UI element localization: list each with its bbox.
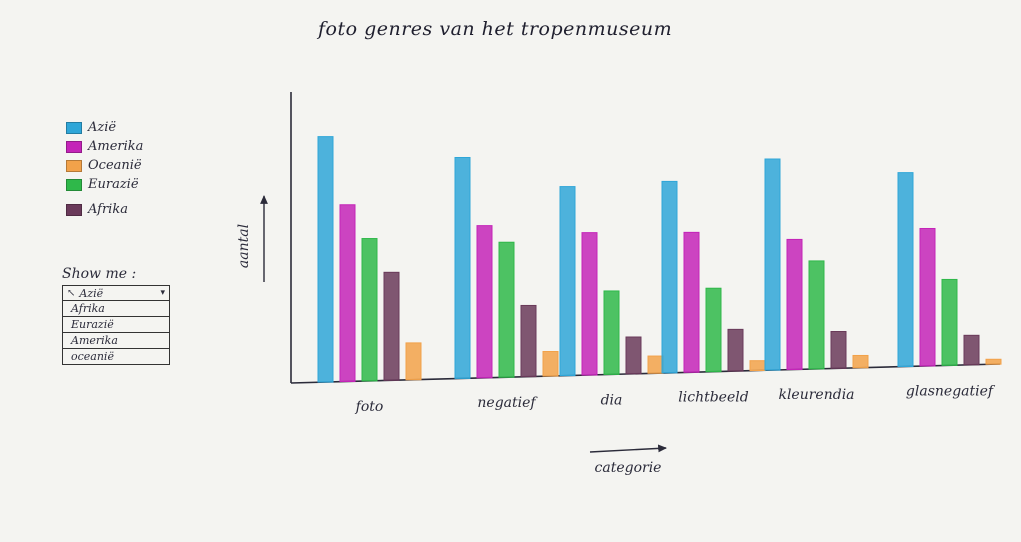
cursor-icon: ↖ bbox=[67, 287, 76, 299]
legend-swatch bbox=[66, 159, 82, 172]
bar-glasnegatief-Afrika bbox=[963, 334, 980, 366]
chart-title: foto genres van het tropenmuseum bbox=[318, 18, 673, 40]
category-label: lichtbeeld bbox=[678, 390, 748, 406]
legend-label: Eurazië bbox=[88, 177, 139, 192]
bar-kleurendia-Oceanië bbox=[852, 354, 869, 369]
bar-glasnegatief-Eurazië bbox=[941, 278, 958, 366]
legend-item-afrika: Afrika bbox=[66, 202, 143, 217]
legend-item-eurazie: Eurazië bbox=[66, 177, 143, 192]
bar-kleurendia-Azië bbox=[764, 158, 781, 371]
bars-group bbox=[317, 136, 1002, 383]
x-axis-arrow bbox=[589, 444, 667, 453]
bar-foto-Afrika bbox=[383, 271, 400, 381]
chevron-down-icon[interactable]: ▾ bbox=[160, 288, 165, 298]
y-axis-label: aantal bbox=[236, 224, 252, 268]
bar-glasnegatief-Oceanië bbox=[985, 358, 1002, 365]
bar-glasnegatief-Azië bbox=[897, 172, 914, 368]
bar-lichtbeeld-Amerika bbox=[683, 231, 700, 373]
legend-label: Afrika bbox=[88, 202, 128, 217]
bar-foto-Azië bbox=[317, 136, 334, 383]
bar-dia-Amerika bbox=[581, 232, 598, 376]
bar-kleurendia-Eurazië bbox=[808, 260, 825, 370]
dropdown-selected[interactable]: ↖ Azië ▾ bbox=[63, 286, 169, 301]
legend-item-oceanie: Oceanië bbox=[66, 158, 143, 173]
bar-kleurendia-Afrika bbox=[830, 331, 847, 369]
showme-label: Show me : bbox=[62, 266, 137, 282]
bar-dia-Azië bbox=[559, 186, 576, 377]
bar-negatief-Azië bbox=[454, 156, 471, 379]
bar-lichtbeeld-Azië bbox=[661, 180, 678, 374]
legend-swatch bbox=[66, 203, 82, 216]
bar-lichtbeeld-Oceanië bbox=[749, 360, 766, 371]
dropdown-option-eurazie[interactable]: Eurazië bbox=[63, 317, 169, 333]
dropdown-selected-value: Azië bbox=[79, 286, 104, 300]
legend-label: Amerika bbox=[88, 139, 144, 154]
dropdown-option-oceanie[interactable]: oceanië bbox=[71, 350, 114, 363]
bar-kleurendia-Amerika bbox=[786, 238, 803, 371]
legend-swatch bbox=[66, 121, 82, 134]
bar-dia-Afrika bbox=[625, 336, 642, 375]
dropdown-option-amerika[interactable]: Amerika bbox=[63, 333, 169, 349]
category-label: foto bbox=[355, 399, 384, 415]
bar-negatief-Amerika bbox=[476, 225, 493, 379]
category-label: kleurendia bbox=[778, 387, 854, 403]
legend-swatch bbox=[66, 140, 82, 153]
bar-negatief-Oceanië bbox=[542, 351, 559, 377]
legend-label: Azië bbox=[88, 120, 117, 135]
bar-negatief-Afrika bbox=[520, 304, 537, 378]
dropdown-option-afrika[interactable]: Afrika bbox=[63, 301, 169, 317]
bar-foto-Amerika bbox=[339, 204, 356, 382]
legend-swatch bbox=[66, 178, 82, 191]
category-label: negatief bbox=[477, 395, 538, 411]
region-dropdown[interactable]: ↖ Azië ▾ Afrika Eurazië Amerika oceanië bbox=[62, 285, 170, 365]
bar-foto-Eurazië bbox=[361, 238, 378, 382]
x-axis-label: categorie bbox=[595, 460, 662, 476]
bar-negatief-Eurazië bbox=[498, 241, 515, 378]
bar-dia-Eurazië bbox=[603, 290, 620, 375]
legend-item-amerika: Amerika bbox=[66, 139, 143, 154]
bar-foto-Oceanië bbox=[405, 342, 422, 381]
bar-dia-Oceanië bbox=[647, 355, 664, 374]
category-label: dia bbox=[601, 392, 623, 408]
legend: Azië Amerika Oceanië Eurazië Afrika bbox=[66, 120, 143, 221]
legend-label: Oceanië bbox=[88, 158, 142, 173]
legend-item-azie: Azië bbox=[66, 120, 143, 135]
category-label: glasnegatief bbox=[906, 383, 996, 399]
bar-lichtbeeld-Afrika bbox=[727, 328, 744, 372]
bar-lichtbeeld-Eurazië bbox=[705, 287, 722, 373]
category-labels: foto negatief dia lichtbeeld kleurendia glasn… bbox=[355, 383, 996, 415]
bar-glasnegatief-Amerika bbox=[919, 227, 936, 367]
